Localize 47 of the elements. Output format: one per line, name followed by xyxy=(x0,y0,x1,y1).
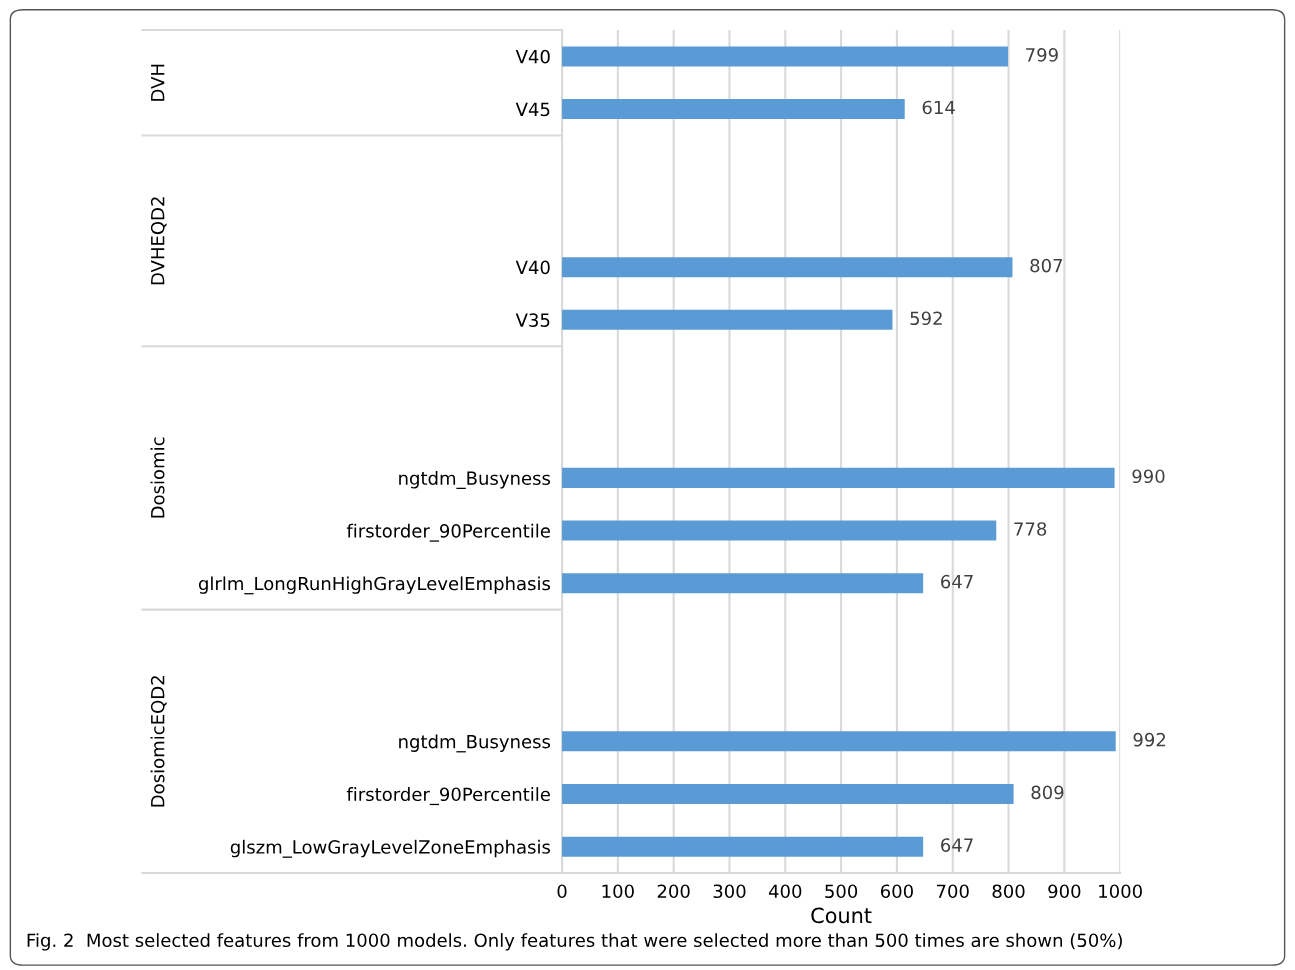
data-label: 990 xyxy=(1132,469,1165,484)
x-tick-label: 500 xyxy=(825,884,858,899)
bar xyxy=(562,257,1013,278)
bar xyxy=(562,467,1115,488)
x-tick-label: 100 xyxy=(602,884,634,899)
bar xyxy=(562,520,997,541)
x-tick-label: 600 xyxy=(880,884,913,899)
data-label: 647 xyxy=(941,838,973,852)
x-axis-title: Count xyxy=(811,907,872,924)
data-label: 592 xyxy=(910,311,942,326)
text: DVHEQD2 xyxy=(150,197,167,285)
data-label: 809 xyxy=(1031,785,1064,800)
x-tick-label: 300 xyxy=(713,884,746,899)
bar xyxy=(562,99,905,120)
y-tick-label: V40 xyxy=(515,49,550,64)
y-tick-label: V45 xyxy=(515,102,550,117)
bar xyxy=(562,836,924,857)
x-tick-label: 200 xyxy=(657,884,690,899)
data-label: 992 xyxy=(1133,732,1166,747)
y-tick-label: V35 xyxy=(515,313,550,327)
x-tick-label: 400 xyxy=(768,884,802,899)
data-label: 799 xyxy=(1026,47,1058,62)
data-label: 778 xyxy=(1014,522,1047,536)
x-tick-label: 0 xyxy=(557,884,567,899)
bar xyxy=(562,783,1014,804)
data-label: 614 xyxy=(922,100,955,115)
data-label: 807 xyxy=(1030,258,1063,273)
caption: Fig. 2 Most selected features from 1000 models. Only features that were selected more than 500 times are shown (50%) xyxy=(27,933,1122,951)
bar xyxy=(562,46,1008,67)
bar xyxy=(562,731,1116,752)
y-tick-label: glrlm_LongRunHighGrayLevelEmphasis xyxy=(198,576,551,595)
bar xyxy=(562,309,893,330)
y-tick-label: ngtdm_Busyness xyxy=(399,734,551,753)
y-tick-label: glszm_LowGrayLevelZoneEmphasis xyxy=(230,839,551,858)
bar xyxy=(562,573,924,594)
y-tick-label: ngtdm_Busyness xyxy=(399,471,551,489)
x-tick-label: 900 xyxy=(1048,884,1081,899)
x-tick-label: 800 xyxy=(992,884,1025,899)
x-tick-label: 1000 xyxy=(1099,884,1142,899)
y-tick-label: V40 xyxy=(515,260,550,275)
x-tick-label: 700 xyxy=(936,884,969,899)
data-label: 647 xyxy=(941,574,973,589)
y-tick-label: firstorder_90Percentile xyxy=(346,523,550,542)
text: DosiomicEQD2 xyxy=(150,676,167,807)
text: DVH xyxy=(151,64,165,101)
text: Dosiomic xyxy=(150,437,165,518)
y-tick-label: firstorder_90Percentile xyxy=(346,787,550,806)
